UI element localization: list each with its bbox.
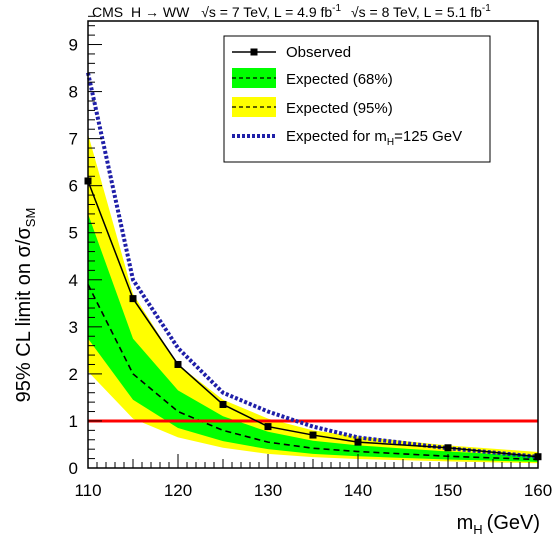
axis-ticks: 110 120 130 140 150 160 0 1 2 3 4 5 6 7 8 9 — [69, 15, 552, 500]
sqrt-symbol-1: √ — [201, 4, 209, 20]
expected-median-line — [87, 284, 539, 461]
legend-entry-observed: Observed — [232, 44, 351, 61]
y-tick-label: 8 — [69, 83, 78, 102]
legend-entry-band68: Expected (68%) — [232, 68, 393, 88]
y-tick-label: 9 — [69, 36, 78, 55]
x-tick-label: 150 — [434, 481, 462, 500]
y-tick-label: 1 — [69, 412, 78, 431]
observed-point — [174, 360, 182, 368]
y-tick-label: 5 — [69, 224, 78, 243]
legend-observed-marker — [250, 48, 258, 56]
header-dataset-2: s = 8 TeV, L = 5.1 fb — [359, 4, 482, 20]
y-tick-label: 7 — [69, 130, 78, 149]
y-tick-label: 0 — [69, 459, 78, 478]
y-tick-label: 4 — [69, 271, 78, 290]
x-axis-title: mH (GeV) — [457, 512, 540, 537]
legend-band95-label: Expected (95%) — [286, 100, 393, 117]
observed-point — [219, 400, 227, 408]
observed-point — [444, 444, 452, 452]
header-lumi-exp-1: -1 — [332, 3, 341, 14]
sqrt-symbol-2: √ — [351, 4, 359, 20]
x-tick-label: 110 — [74, 481, 101, 500]
x-tick-label: 160 — [524, 481, 552, 500]
header-dataset-1: s = 7 TeV, L = 4.9 fb — [209, 4, 332, 20]
legend-entry-band95: Expected (95%) — [232, 97, 393, 117]
x-tick-label: 140 — [344, 481, 372, 500]
observed-point — [309, 431, 317, 439]
header-label: CMS H → WW √s = 7 TeV, L = 4.9 fb-1 √s =… — [92, 0, 491, 20]
legend-entry-signal: Expected for mH=125 GeV — [232, 128, 462, 148]
header-process: H → WW — [131, 4, 190, 20]
legend-band68-label: Expected (68%) — [286, 71, 393, 88]
observed-point — [354, 438, 362, 446]
y-tick-label: 3 — [69, 318, 78, 337]
observed-point — [129, 295, 137, 303]
y-axis-title: 95% CL limit on σ/σSM — [13, 208, 38, 403]
x-tick-label: 120 — [164, 481, 192, 500]
header-lumi-exp-2: -1 — [482, 3, 491, 14]
legend-observed-label: Observed — [286, 44, 351, 61]
x-tick-label: 130 — [254, 481, 282, 500]
signal-injected-line — [86, 72, 539, 459]
y-tick-label: 6 — [69, 177, 78, 196]
observed-point — [264, 423, 272, 431]
legend: Observed Expected (68%) Expected (95%) E… — [223, 35, 491, 163]
legend-signal-label: Expected for mH=125 GeV — [286, 128, 462, 148]
y-tick-label: 2 — [69, 365, 78, 384]
plot-area — [84, 72, 542, 464]
header-experiment: CMS — [92, 4, 123, 20]
